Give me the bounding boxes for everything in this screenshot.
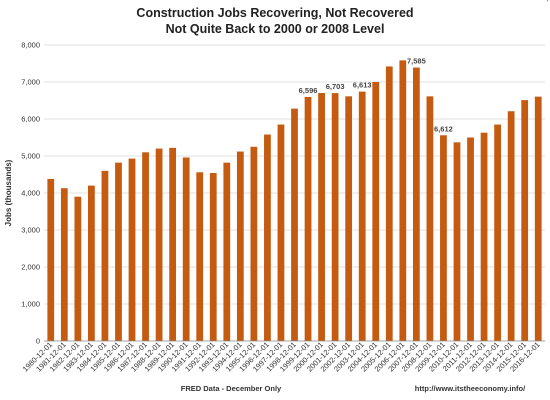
bar	[169, 147, 177, 341]
y-tick-label: 6,000	[21, 115, 40, 124]
bar	[507, 111, 515, 341]
chart-title-line1: Construction Jobs Recovering, Not Recove…	[136, 6, 413, 20]
bar	[182, 157, 190, 341]
data-label: 7,585	[407, 57, 426, 66]
bar	[331, 93, 339, 341]
bar	[47, 178, 55, 341]
bar	[372, 82, 380, 341]
bar	[196, 172, 204, 341]
bar	[467, 137, 474, 341]
bar	[142, 152, 149, 341]
y-tick-label: 7,000	[21, 78, 40, 87]
bar	[155, 148, 163, 341]
y-tick-label: 2,000	[21, 263, 40, 272]
y-tick-label: 0	[36, 337, 40, 346]
y-axis-ticks: 0 1,000 2,000 3,000 4,000 5,000 6,000 7,000 8,00…	[21, 41, 40, 346]
bar	[358, 91, 366, 342]
y-tick-label: 8,000	[21, 41, 40, 50]
bar	[412, 67, 420, 341]
data-label: 6,604	[542, 0, 550, 2]
bar	[426, 96, 434, 341]
bar	[101, 170, 109, 341]
bar	[277, 124, 285, 341]
y-tick-label: 4,000	[21, 189, 40, 198]
y-axis-title: Jobs (thousands)	[4, 159, 13, 226]
bar	[264, 134, 271, 341]
y-tick-label: 5,000	[21, 152, 40, 161]
data-label: 6,596	[299, 86, 318, 95]
bar	[128, 158, 136, 341]
bar	[304, 96, 312, 341]
y-tick-label: 3,000	[21, 226, 40, 235]
bar	[480, 132, 488, 341]
bar	[318, 92, 325, 341]
bars	[47, 60, 542, 342]
bar	[223, 162, 231, 341]
data-labels: 6,596 6,703 6,613 7,585 6,612 6,604	[299, 0, 550, 133]
bar	[440, 135, 447, 341]
source-note: http://www.itstheeconomy.info/	[415, 384, 526, 393]
data-label: 6,703	[326, 82, 345, 91]
bar	[60, 188, 68, 341]
bar	[399, 60, 407, 341]
bar	[494, 124, 501, 341]
y-tick-label: 1,000	[21, 300, 40, 309]
bar	[345, 96, 353, 341]
bar	[250, 146, 258, 341]
x-axis-ticks: 1980-12-011981-12-011982-12-011983-12-01…	[21, 340, 542, 373]
bar	[291, 108, 298, 341]
bar	[209, 173, 217, 341]
data-label: 6,612	[434, 124, 453, 133]
bar	[453, 142, 461, 341]
chart-title-line2: Not Quite Back to 2000 or 2008 Level	[166, 22, 385, 36]
bar	[236, 151, 244, 341]
bar	[521, 100, 529, 341]
data-label: 6,613	[353, 81, 372, 90]
x-axis-title: FRED Data - December Only	[181, 384, 282, 393]
bar	[115, 162, 122, 341]
bar	[74, 196, 82, 341]
bar	[534, 96, 542, 341]
bar	[385, 66, 393, 342]
bar	[88, 185, 95, 341]
